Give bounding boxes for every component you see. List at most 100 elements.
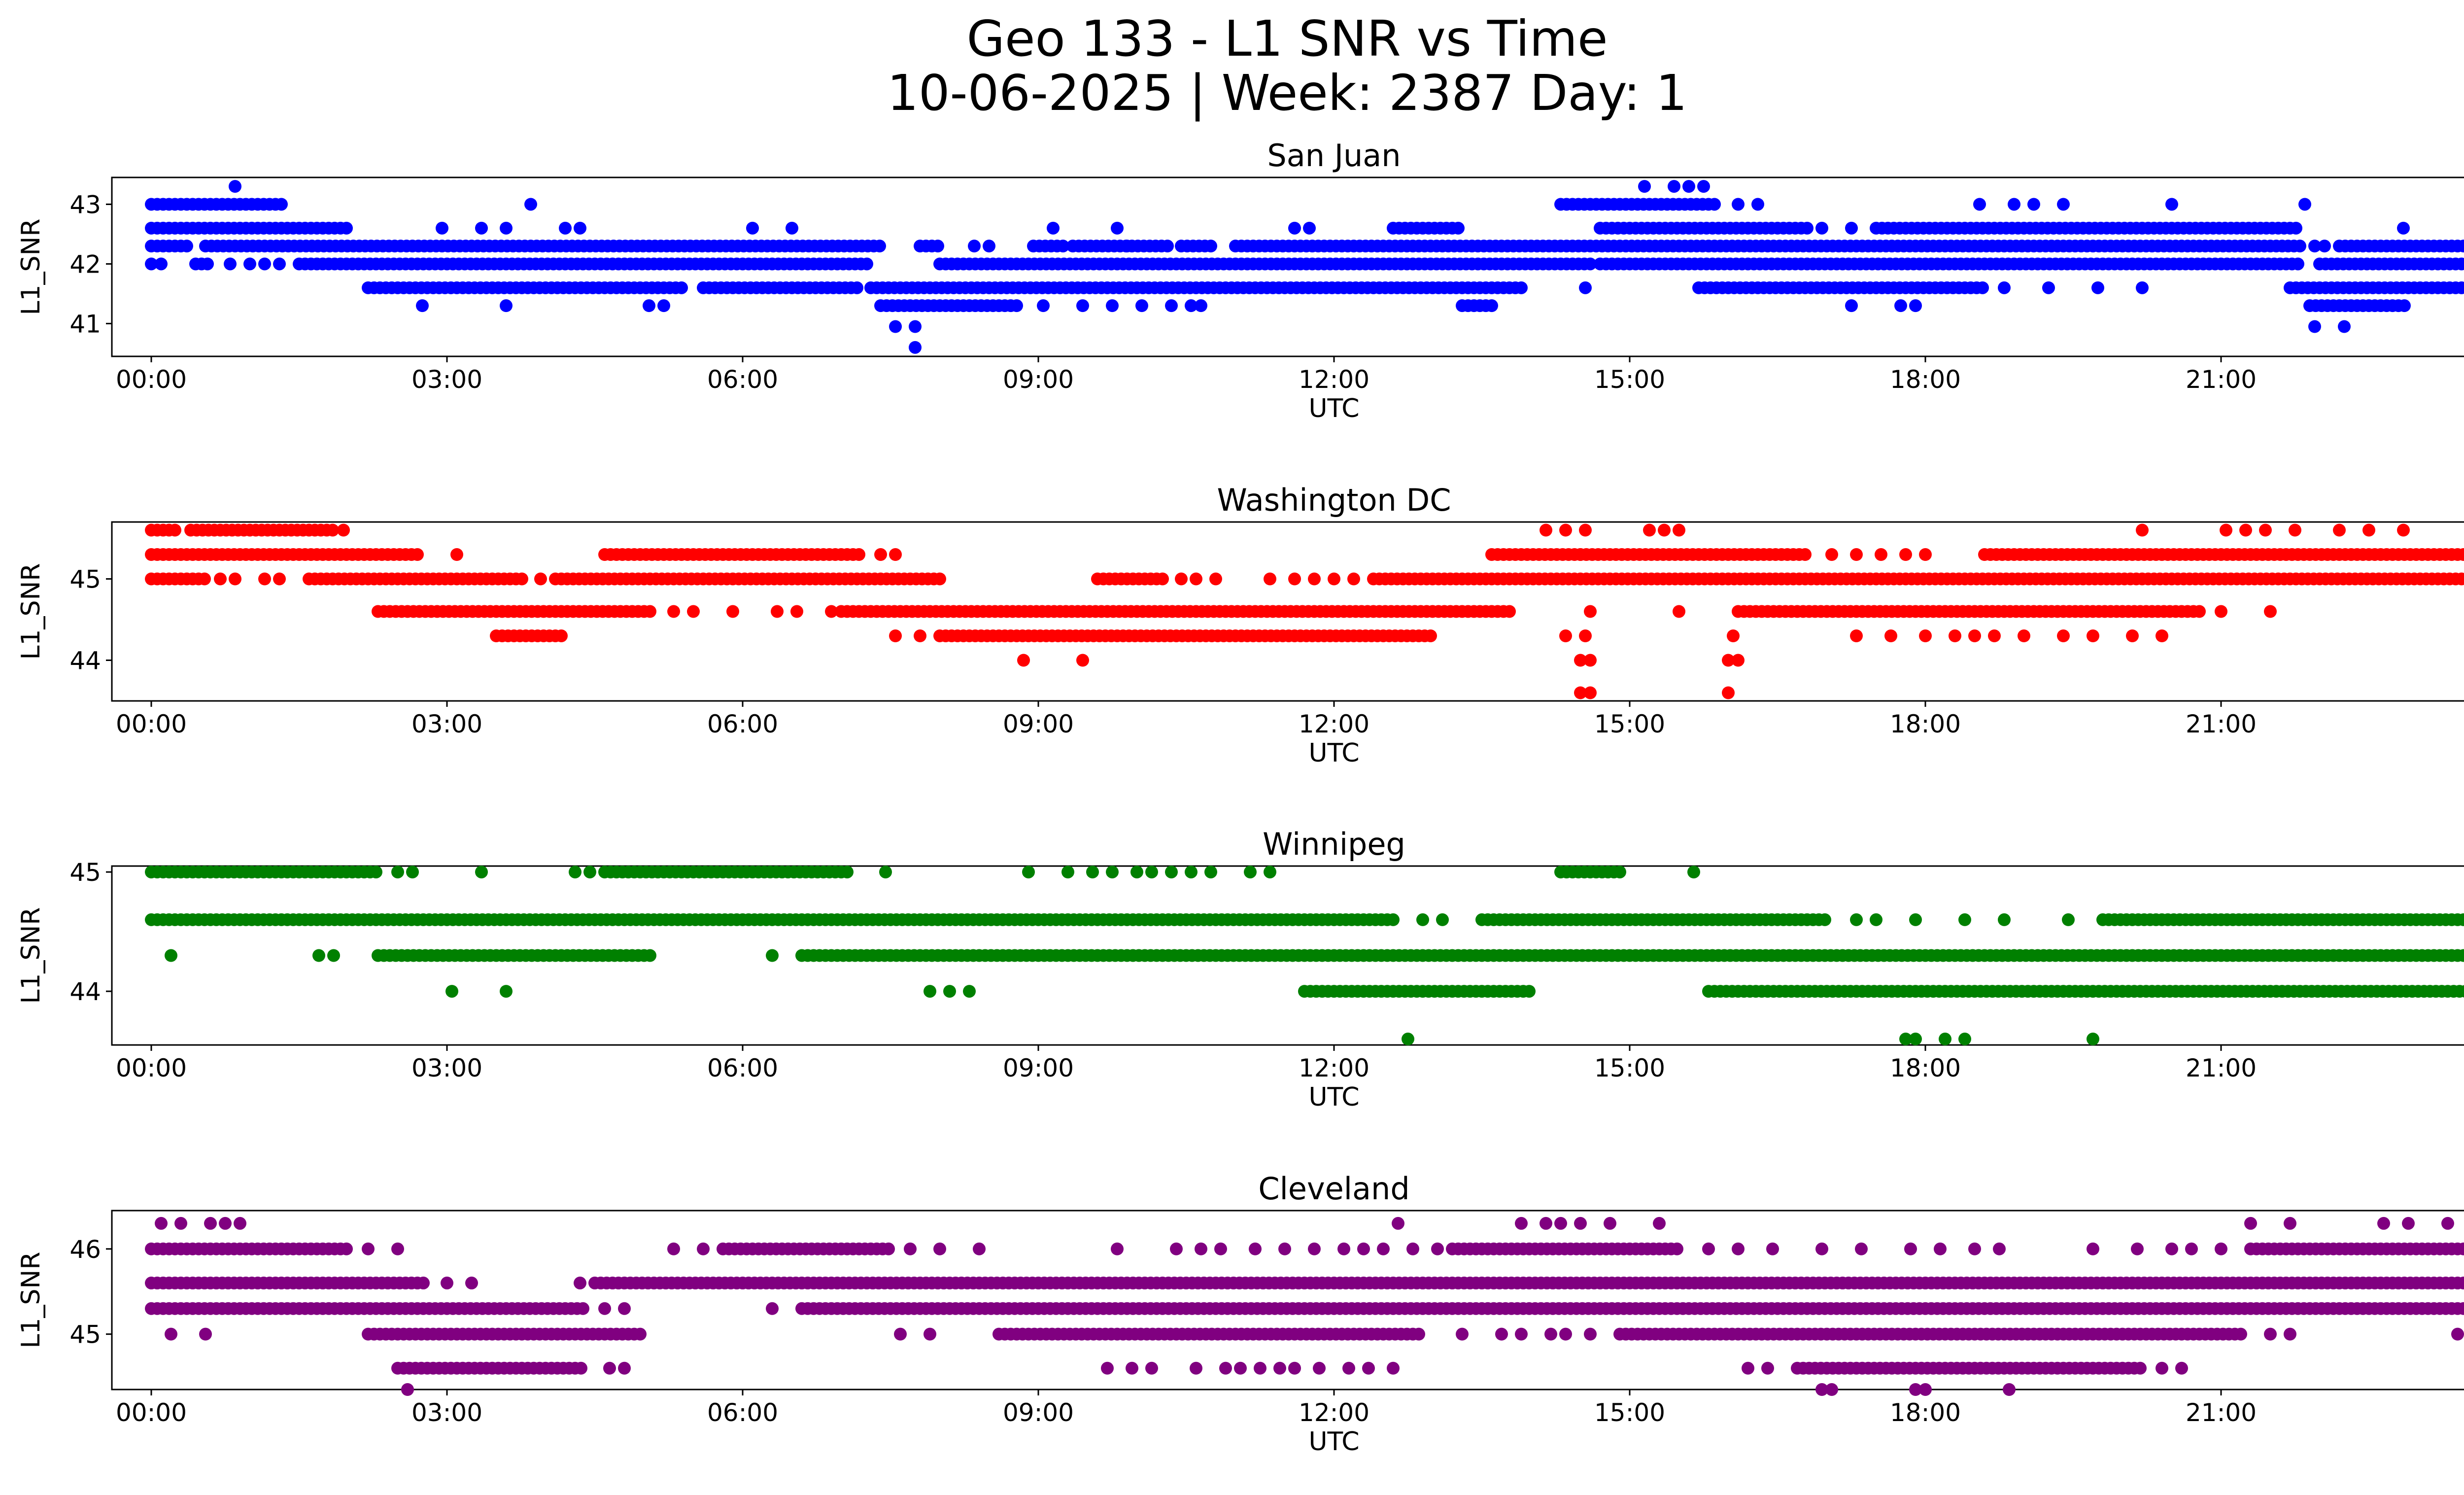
data-point bbox=[1658, 523, 1671, 537]
x-tick-label: 15:00 bbox=[1594, 1054, 1665, 1082]
data-point bbox=[273, 572, 286, 586]
data-point bbox=[2459, 985, 2464, 998]
data-point bbox=[2165, 198, 2178, 211]
x-axis-label: UTC bbox=[1308, 1427, 1359, 1457]
data-point bbox=[1165, 866, 1178, 879]
data-point bbox=[169, 523, 181, 537]
data-point bbox=[1523, 985, 1536, 998]
y-tick-label: 42 bbox=[69, 250, 101, 278]
data-point bbox=[1342, 1361, 1355, 1375]
data-point bbox=[583, 866, 596, 879]
y-axis-label: L1_SNR bbox=[16, 218, 46, 315]
data-point bbox=[2292, 257, 2304, 271]
x-tick-label: 03:00 bbox=[411, 710, 482, 738]
data-point bbox=[851, 281, 863, 294]
data-point bbox=[1161, 240, 1174, 253]
data-point bbox=[1638, 180, 1651, 193]
data-point bbox=[1801, 221, 1814, 235]
data-point bbox=[2457, 240, 2464, 253]
data-point bbox=[1673, 605, 1685, 618]
data-point bbox=[1875, 548, 1887, 561]
x-tick-label: 00:00 bbox=[116, 1054, 187, 1082]
x-tick-label: 06:00 bbox=[707, 1398, 778, 1427]
data-point bbox=[2136, 281, 2149, 294]
data-point bbox=[1416, 913, 1429, 926]
x-tick-label: 12:00 bbox=[1299, 365, 1369, 394]
y-tick-label: 43 bbox=[69, 190, 101, 219]
data-point bbox=[1412, 1327, 1425, 1341]
data-point bbox=[1392, 1217, 1404, 1230]
data-point bbox=[2220, 523, 2232, 537]
data-point bbox=[391, 1242, 404, 1255]
data-point bbox=[165, 1327, 177, 1341]
data-point bbox=[1899, 548, 1912, 561]
x-tick-label: 18:00 bbox=[1890, 710, 1961, 738]
data-point bbox=[2457, 1302, 2464, 1315]
y-tick-label: 44 bbox=[69, 647, 101, 675]
data-point bbox=[445, 985, 458, 998]
x-tick-label: 21:00 bbox=[2186, 1054, 2257, 1082]
data-point bbox=[1751, 198, 1764, 211]
data-point bbox=[500, 221, 513, 235]
data-point bbox=[697, 1242, 710, 1255]
x-tick-label: 06:00 bbox=[707, 1054, 778, 1082]
data-point bbox=[1884, 629, 1897, 642]
data-point bbox=[894, 1327, 907, 1341]
data-point bbox=[2062, 913, 2075, 926]
data-point bbox=[1815, 1383, 1828, 1396]
data-point bbox=[933, 1242, 946, 1255]
data-point bbox=[219, 1217, 232, 1230]
data-point bbox=[2293, 240, 2306, 253]
subplot-title: Cleveland bbox=[1258, 1171, 1409, 1207]
data-point bbox=[500, 985, 513, 998]
data-point bbox=[1968, 1242, 1981, 1255]
data-point bbox=[618, 1302, 631, 1315]
data-point bbox=[1919, 548, 1932, 561]
data-point bbox=[931, 240, 944, 253]
data-point bbox=[1111, 1242, 1124, 1255]
data-point bbox=[771, 605, 784, 618]
data-point bbox=[1584, 257, 1597, 271]
data-point bbox=[1919, 629, 1932, 642]
data-point bbox=[1850, 913, 1863, 926]
data-point bbox=[2298, 198, 2311, 211]
data-point bbox=[1988, 629, 2001, 642]
plot-area bbox=[111, 1210, 2464, 1391]
data-point bbox=[1185, 866, 1198, 879]
data-point bbox=[436, 221, 448, 235]
data-point bbox=[1515, 1217, 1528, 1230]
data-point bbox=[2441, 1217, 2454, 1230]
data-point bbox=[687, 605, 700, 618]
data-point bbox=[667, 1242, 680, 1255]
data-point bbox=[1377, 1242, 1390, 1255]
data-point bbox=[1894, 299, 1907, 313]
data-point bbox=[1347, 572, 1360, 586]
data-point bbox=[1579, 629, 1592, 642]
x-tick-label: 03:00 bbox=[411, 365, 482, 394]
data-point bbox=[2461, 282, 2464, 293]
x-tick-label: 12:00 bbox=[1299, 1398, 1369, 1427]
data-point bbox=[1559, 629, 1572, 642]
data-point bbox=[1264, 572, 1276, 586]
data-point bbox=[1313, 1361, 1326, 1375]
data-point bbox=[657, 299, 670, 313]
data-point bbox=[1909, 913, 1922, 926]
data-point bbox=[559, 221, 572, 235]
data-point bbox=[2284, 1327, 2296, 1341]
x-tick-label: 09:00 bbox=[1003, 710, 1074, 738]
data-point bbox=[1214, 1242, 1227, 1255]
data-point bbox=[1727, 629, 1740, 642]
data-point bbox=[1288, 1361, 1301, 1375]
data-point bbox=[1584, 605, 1597, 618]
data-point bbox=[933, 572, 946, 586]
data-point bbox=[909, 341, 922, 354]
data-point bbox=[2377, 1217, 2390, 1230]
data-point bbox=[1190, 1361, 1202, 1375]
data-point bbox=[1126, 1361, 1138, 1375]
data-point bbox=[2455, 572, 2464, 586]
data-point bbox=[234, 1217, 246, 1230]
data-point bbox=[1135, 299, 1148, 313]
data-point bbox=[924, 985, 936, 998]
